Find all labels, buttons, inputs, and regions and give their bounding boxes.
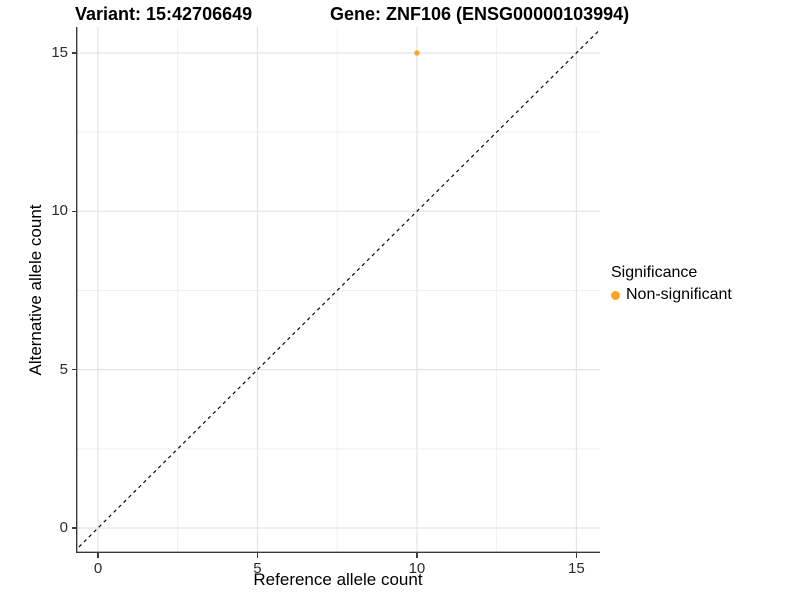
y-tick-mark [71, 368, 76, 371]
y-tick-label: 0 [59, 518, 68, 536]
plot-title-variant: Variant: 15:42706649 [75, 4, 253, 24]
identity-line [76, 28, 600, 551]
x-tick-mark [416, 553, 418, 558]
x-tick-label: 5 [253, 560, 262, 577]
y-tick-mark [71, 52, 76, 54]
legend: Significance Non-significant [611, 264, 732, 304]
y-tick-mark [71, 527, 76, 529]
y-tick-label: 15 [51, 43, 68, 61]
x-tick-label: 15 [568, 560, 585, 577]
x-axis-title: Reference allele count [253, 570, 423, 589]
x-tick-label: 0 [93, 560, 103, 577]
plot-panel [76, 27, 600, 553]
y-tick-label: 5 [59, 360, 68, 378]
y-axis-title: Alternative allele count [26, 204, 45, 376]
x-tick-mark [97, 553, 99, 558]
y-tick-label: 10 [51, 202, 68, 220]
legend-title: Significance [611, 264, 698, 281]
legend-item-non-significant: Non-significant [611, 286, 732, 304]
plot-title-gene: Gene: ZNF106 (ENSG00000103994) [330, 4, 630, 24]
x-tick-label: 10 [408, 560, 426, 577]
data-point [414, 50, 420, 56]
y-tick-mark [71, 210, 76, 213]
x-tick-mark [575, 553, 578, 558]
x-tick-mark [256, 553, 259, 558]
legend-point-icon [611, 290, 620, 300]
legend-item-label: Non-significant [626, 286, 732, 303]
